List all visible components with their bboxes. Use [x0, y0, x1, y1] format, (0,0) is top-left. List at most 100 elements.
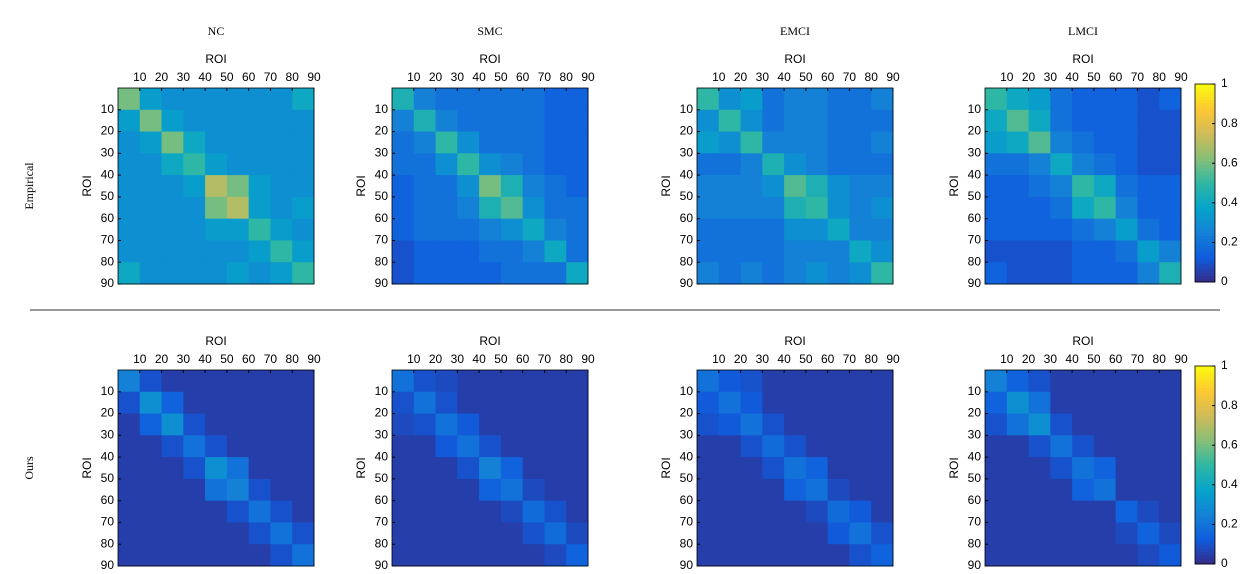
heatmap-cell	[522, 522, 545, 545]
heatmap-cell	[457, 88, 480, 111]
heatmap-cell	[413, 218, 437, 241]
heatmap-cell	[827, 262, 850, 285]
heatmap-cell	[270, 544, 293, 567]
y-tick-label: 80	[375, 254, 389, 268]
colorbar-segment	[1195, 121, 1215, 125]
heatmap-cell	[871, 413, 894, 436]
heatmap-cell	[1159, 262, 1182, 285]
colorbar-tick-label: 0.8	[1221, 116, 1238, 130]
heatmap-cell	[248, 196, 271, 220]
colorbar-segment	[1195, 232, 1215, 237]
heatmap-cell	[566, 370, 589, 393]
heatmap-cell	[392, 175, 415, 198]
colorbar-segment	[1195, 173, 1215, 178]
heatmap-cell	[226, 196, 250, 220]
colorbar-segment	[1195, 192, 1215, 196]
heatmap-cell	[118, 262, 141, 285]
heatmap-cell	[1159, 370, 1182, 393]
heatmap-cell	[1137, 413, 1160, 436]
colorbar-frame	[1194, 365, 1216, 565]
colorbar-segment	[1195, 263, 1215, 268]
heatmap-cell	[183, 153, 206, 176]
colorbar-segment	[1195, 378, 1215, 382]
heatmap-cell	[849, 370, 872, 393]
x-tick-label: 70	[538, 70, 552, 84]
x-tick-label: 40	[1065, 70, 1079, 84]
heatmap-cell	[718, 457, 742, 480]
colorbar-segment	[1195, 90, 1215, 94]
heatmap-cell	[1159, 500, 1182, 523]
heatmap-cell	[718, 435, 742, 458]
heatmap-cell	[205, 88, 228, 111]
heatmap-cell	[1137, 88, 1160, 111]
colorbar-segment	[1195, 114, 1215, 119]
heatmap-cell	[1115, 218, 1138, 241]
heatmap-cell	[270, 109, 293, 133]
heatmap-cell	[1028, 196, 1051, 220]
colorbar-tick-label: 0.2	[1221, 517, 1238, 531]
heatmap-cell	[697, 370, 720, 393]
heatmap-cell	[500, 88, 524, 111]
heatmap-cell	[205, 413, 228, 436]
y-tick-label: 10	[101, 102, 115, 116]
heatmap-cell	[522, 175, 545, 198]
heatmap-cell	[435, 544, 458, 567]
heatmap-cell	[392, 478, 415, 502]
heatmap-cell	[1093, 544, 1117, 567]
heatmap-cell	[226, 478, 250, 502]
x-tick-label: 80	[865, 352, 879, 366]
y-tick-label: 50	[968, 471, 982, 485]
heatmap-cell	[784, 240, 807, 263]
heatmap-cell	[1028, 153, 1051, 176]
y-tick-label: 80	[101, 536, 115, 550]
colorbar-segment	[1195, 213, 1215, 218]
heatmap-cell	[500, 435, 524, 458]
heatmap-cell	[413, 131, 437, 154]
heatmap-cell	[566, 544, 589, 567]
heatmap-cell	[226, 500, 250, 523]
heatmap-cell	[544, 262, 567, 285]
heatmap-cell	[985, 500, 1008, 523]
heatmap-cell	[849, 522, 872, 545]
heatmap-cell	[118, 544, 141, 567]
heatmap-cell	[457, 109, 480, 133]
colorbar-segment	[1195, 108, 1215, 113]
colorbar-segment	[1195, 430, 1215, 435]
heatmap-cell	[697, 175, 720, 198]
column-title: EMCI	[780, 24, 810, 38]
heatmap-cell	[1006, 522, 1030, 545]
heatmap-cell	[161, 457, 184, 480]
heatmap-cell	[205, 370, 228, 393]
heatmap-cell	[740, 522, 763, 545]
heatmap-cell	[139, 391, 163, 415]
heatmap-cell	[292, 500, 315, 523]
colorbar-segment	[1195, 164, 1215, 169]
y-tick-label: 10	[680, 384, 694, 398]
heatmap-cell	[1050, 109, 1073, 133]
y-tick-label: 20	[375, 406, 389, 420]
heatmap-cell	[1137, 240, 1160, 263]
heatmap-cell	[1028, 240, 1051, 263]
heatmap-cell	[270, 478, 293, 502]
heatmap-cell	[435, 109, 458, 133]
x-tick-label: 40	[198, 70, 212, 84]
heatmap-cell	[718, 413, 742, 436]
heatmap-cell	[183, 500, 206, 523]
heatmap-cell	[161, 522, 184, 545]
heatmap-cell	[226, 153, 250, 176]
heatmap-cell	[183, 88, 206, 111]
y-axis-label: ROI	[354, 175, 368, 196]
heatmap-cell	[1050, 522, 1073, 545]
x-tick-label: 70	[264, 352, 278, 366]
heatmap-cell	[1006, 109, 1030, 133]
heatmap-cell	[762, 435, 785, 458]
x-axis-label: ROI	[479, 52, 500, 66]
y-tick-label: 70	[968, 233, 982, 247]
heatmap-cell	[871, 88, 894, 111]
heatmap-cell	[740, 88, 763, 111]
heatmap-cell	[205, 131, 228, 154]
heatmap-cell	[1115, 478, 1138, 502]
heatmap-cell	[544, 391, 567, 415]
heatmap-cell	[805, 109, 829, 133]
heatmap-cell	[697, 500, 720, 523]
